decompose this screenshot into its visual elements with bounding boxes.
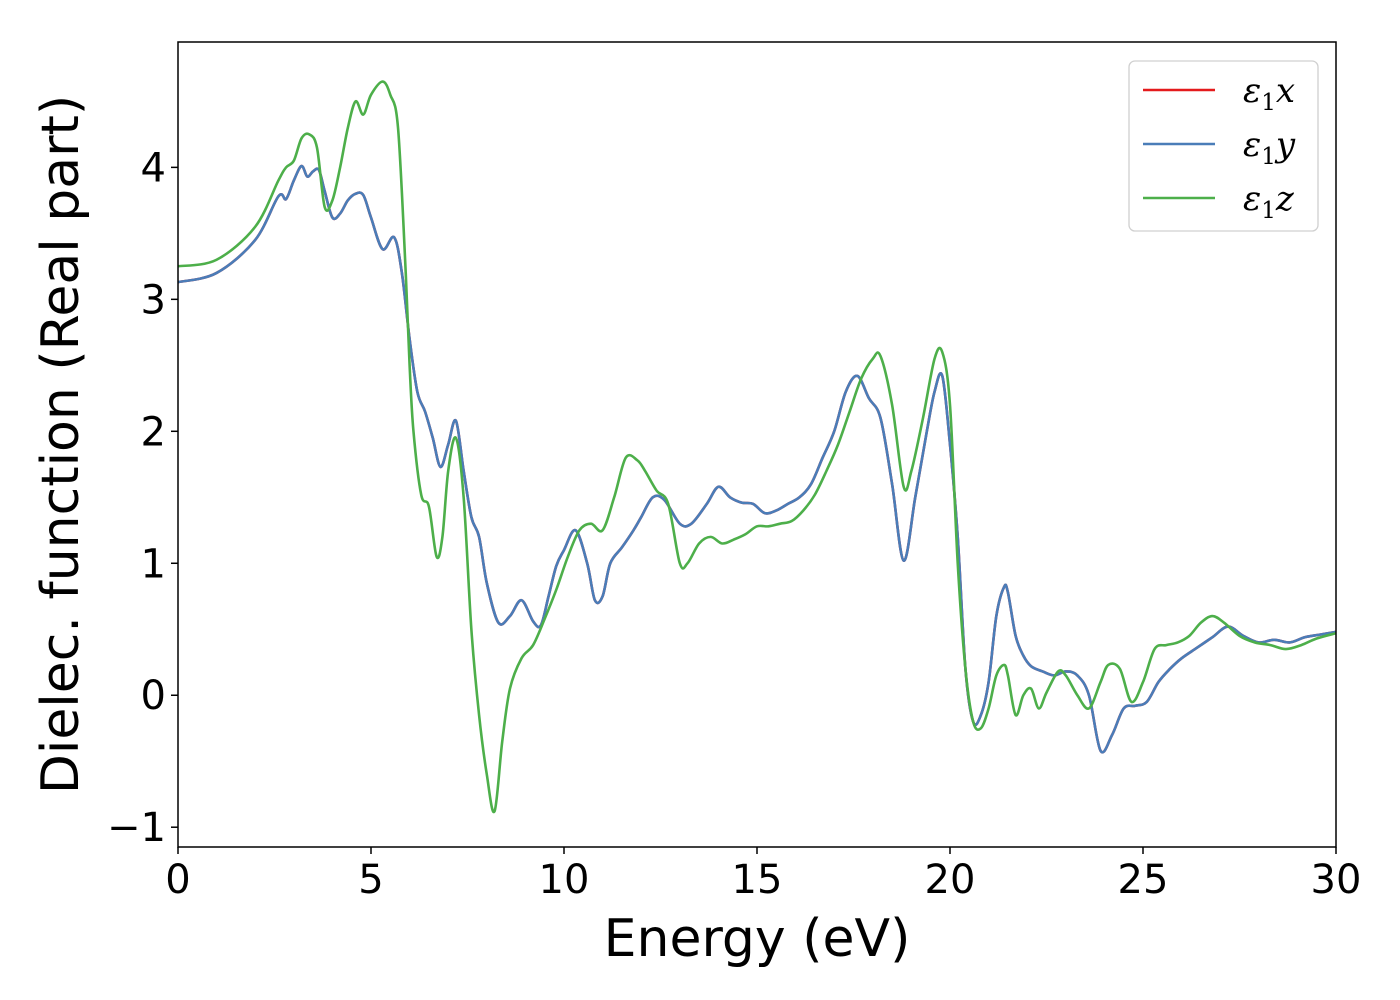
x-tick-label: 20 xyxy=(925,857,976,903)
tick-layer: 0 5 10 15 20 25 30 −1 0 1 2 3 4 xyxy=(107,145,1361,903)
x-tick-label: 5 xyxy=(358,857,383,903)
x-tick-label: 25 xyxy=(1118,857,1169,903)
legend-box xyxy=(1128,60,1319,232)
y-axis-title: Dielec. function (Real part) xyxy=(31,95,91,794)
series-layer xyxy=(178,80,1336,814)
y-tick-label: −1 xyxy=(107,805,166,851)
legend: ε1x ε1y ε1z xyxy=(1128,60,1319,232)
legend-label: ε1y xyxy=(1243,125,1296,170)
legend-label: ε1z xyxy=(1243,179,1295,224)
series-eps1y-line xyxy=(178,164,1336,754)
y-tick-label: 1 xyxy=(141,541,166,587)
y-tick-label: 3 xyxy=(141,277,166,323)
y-tick-label: 0 xyxy=(141,673,166,719)
x-tick-label: 0 xyxy=(165,857,190,903)
legend-label: ε1x xyxy=(1243,71,1295,116)
x-axis-title: Energy (eV) xyxy=(604,909,911,969)
x-tick-label: 15 xyxy=(732,857,783,903)
x-tick-label: 30 xyxy=(1311,857,1362,903)
y-tick-label: 4 xyxy=(141,145,166,191)
y-tick-label: 2 xyxy=(141,409,166,455)
series-eps1z-line xyxy=(178,80,1336,814)
series-eps1x-line xyxy=(178,164,1336,754)
x-tick-label: 10 xyxy=(539,857,590,903)
